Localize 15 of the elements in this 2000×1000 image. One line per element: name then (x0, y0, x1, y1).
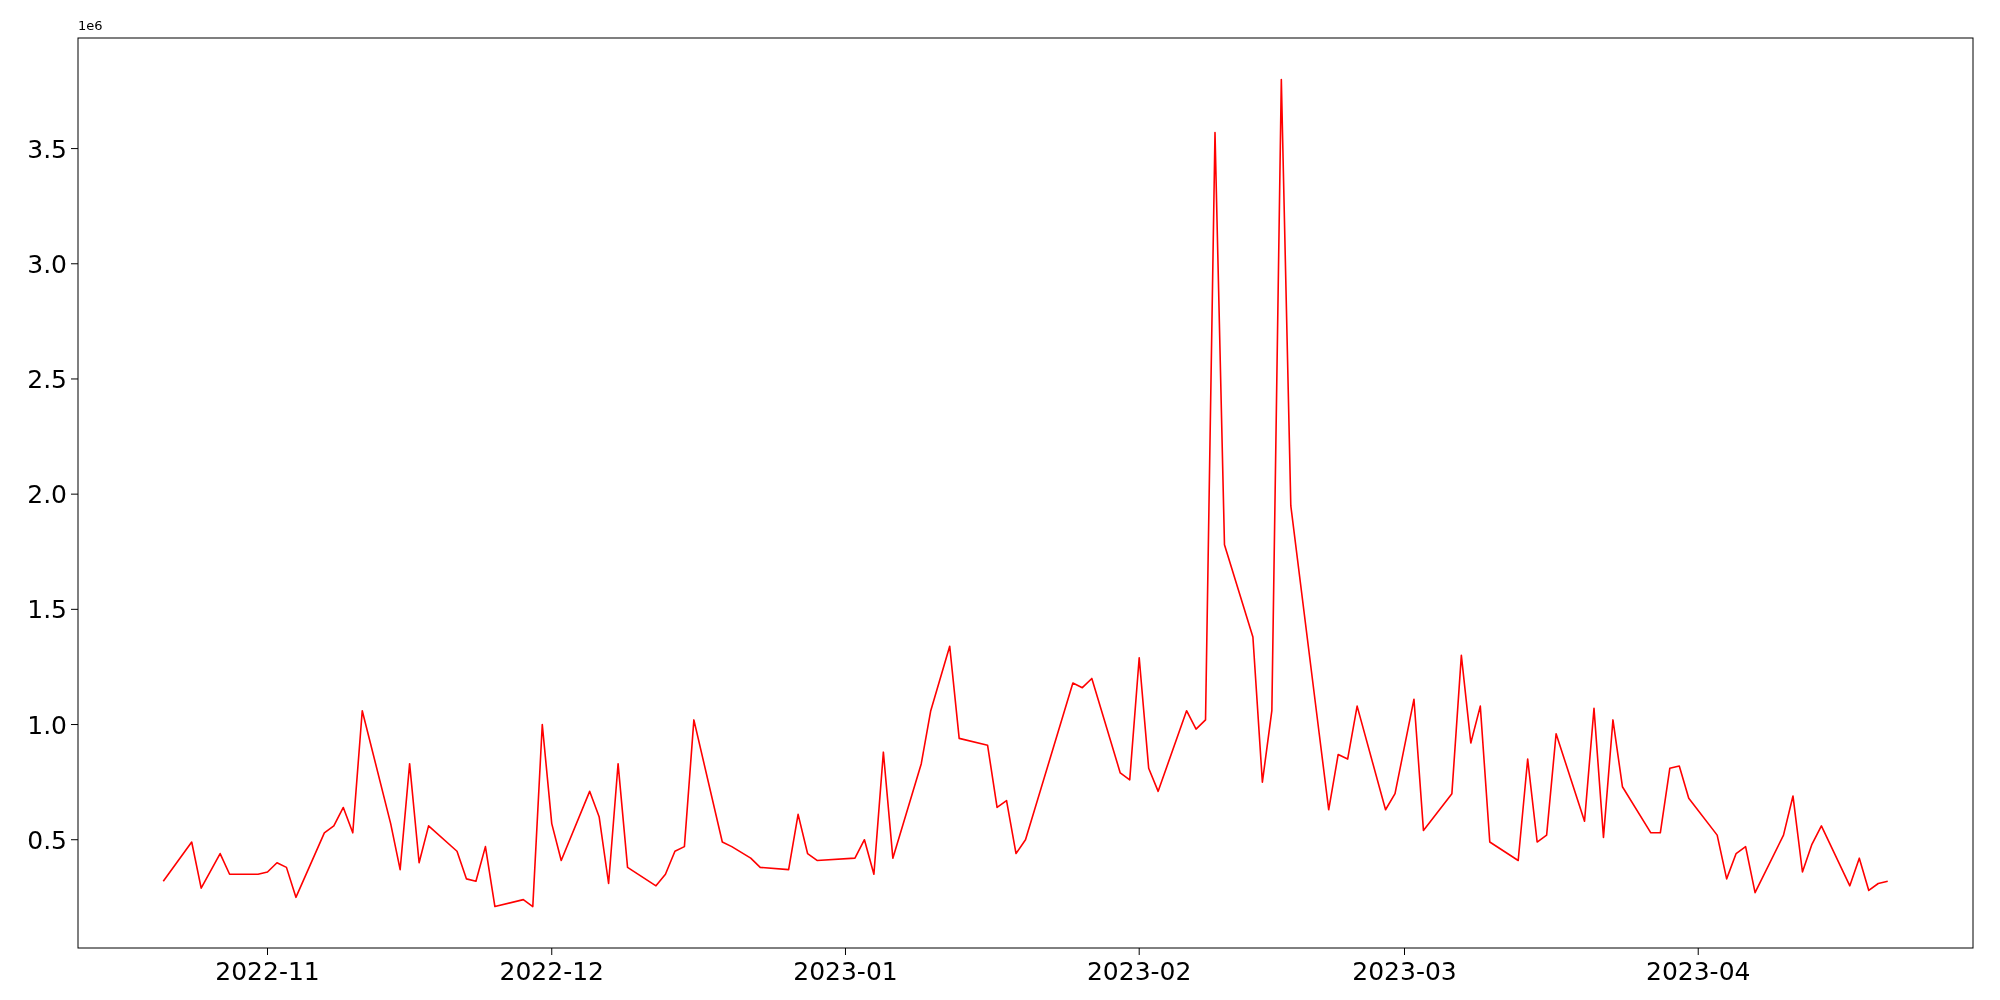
y-tick-label: 1.0 (27, 710, 67, 740)
x-tick-label: 2023-01 (793, 957, 898, 986)
line-series (162, 78, 1889, 908)
y-tick-label: 0.5 (27, 825, 67, 855)
y-tick-label: 2.0 (27, 480, 67, 510)
y-tick-label: 2.5 (27, 364, 67, 394)
x-tick-label: 2023-04 (1645, 957, 1751, 986)
y-tick-label: 1.5 (27, 595, 67, 625)
y-tick-label: 3.5 (27, 134, 67, 164)
y-tick-label: 3.0 (27, 249, 67, 279)
x-tick-label: 2022-12 (499, 957, 604, 986)
text: 1e6 (78, 18, 103, 33)
x-tick-label: 2023-03 (1352, 957, 1457, 986)
x-tick-label: 2022-11 (215, 957, 320, 986)
x-tick-label: 2023-02 (1086, 957, 1192, 986)
